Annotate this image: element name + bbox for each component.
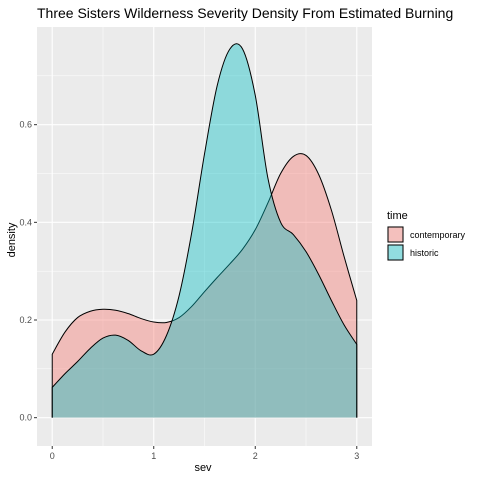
x-axis-ticks: 0 1 2 3 — [50, 446, 359, 461]
legend-key-contemporary — [387, 226, 404, 243]
legend-label-contemporary: contemporary — [410, 230, 466, 240]
x-axis-title: sev — [194, 462, 212, 474]
y-tick-label: 0.0 — [19, 413, 32, 423]
legend-key-background — [387, 226, 404, 243]
minor-gridlines — [37, 27, 372, 446]
legend-key-background — [387, 244, 404, 261]
density-outline-historic — [51, 43, 358, 418]
density-areas — [51, 43, 358, 418]
legend-key-historic — [387, 244, 404, 261]
x-tick-label: 3 — [354, 451, 359, 461]
legend-title: time — [387, 210, 408, 222]
y-axis-title: density — [6, 222, 18, 257]
y-axis-ticks: 0.0 0.2 0.4 0.6 — [19, 120, 37, 423]
legend: time contemporary historic — [387, 210, 466, 261]
x-tick-label: 1 — [151, 451, 156, 461]
y-tick-label: 0.6 — [19, 120, 32, 130]
legend-label-historic: historic — [410, 248, 439, 258]
chart-title: Three Sisters Wilderness Severity Densit… — [37, 5, 453, 21]
y-tick-label: 0.4 — [19, 217, 32, 227]
y-tick-label: 0.2 — [19, 315, 32, 325]
density-area-historic — [52, 43, 357, 418]
density-area-contemporary — [52, 153, 357, 418]
x-tick-label: 0 — [50, 451, 55, 461]
x-tick-label: 2 — [253, 451, 258, 461]
density-outline-contemporary — [51, 153, 358, 418]
